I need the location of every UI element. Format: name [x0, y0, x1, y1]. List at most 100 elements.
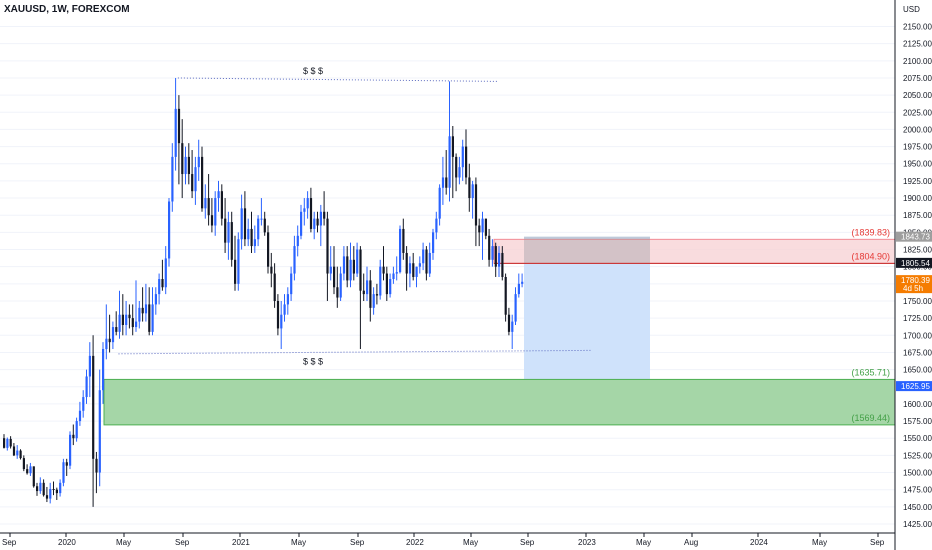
chart-title: XAUUSD, 1W, FOREXCOM — [4, 4, 130, 15]
candle-down — [187, 143, 190, 185]
y-tick-label: 2025.00 — [903, 108, 932, 117]
candle-down — [92, 335, 95, 507]
time-axis[interactable]: Sep 2020 May Sep 2021 May Sep 2022 May Sep 2023 May… — [2, 533, 885, 547]
candle-body — [32, 466, 35, 487]
candle-up — [418, 256, 421, 274]
candle-body — [125, 314, 128, 326]
candle-up — [303, 198, 306, 226]
candle-body — [395, 272, 398, 274]
candle-body — [148, 304, 151, 332]
candle-up — [171, 143, 174, 212]
x-tick-label: Sep — [520, 538, 535, 547]
candle-down — [270, 252, 273, 288]
candle-up — [461, 139, 464, 181]
candle-down — [131, 304, 134, 336]
y-tick-label: 1700.00 — [903, 331, 932, 340]
candle-body — [260, 218, 263, 220]
candle-body — [214, 198, 217, 226]
bottom-liquidity-line — [118, 349, 591, 355]
candle-body — [445, 177, 448, 188]
candle-body — [72, 434, 75, 439]
candle-body — [346, 256, 349, 281]
candle-body — [105, 338, 108, 350]
candle-body — [253, 239, 256, 247]
candle-up — [102, 342, 105, 404]
candle-body — [158, 279, 161, 295]
candles-layer — [3, 77, 524, 507]
candle-up — [306, 191, 309, 219]
candle-body — [276, 300, 280, 329]
candle-down — [3, 434, 6, 449]
candle-body — [227, 222, 230, 243]
candle-up — [366, 266, 369, 301]
candle-down — [405, 246, 408, 291]
candle-body — [448, 136, 451, 188]
candle-up — [158, 273, 161, 305]
candle-body — [333, 266, 336, 288]
candle-body — [412, 263, 415, 277]
candle-down — [141, 287, 144, 322]
tag-1843: 1843.73 — [896, 231, 932, 242]
y-tick-label: 1750.00 — [903, 297, 932, 306]
candle-up — [237, 232, 240, 291]
candle-down — [359, 246, 362, 350]
currency-label: USD — [903, 5, 920, 14]
candle-up — [471, 180, 474, 219]
candle-body — [194, 167, 197, 192]
candle-body — [171, 156, 174, 202]
candle-up — [481, 211, 484, 260]
candle-body — [507, 314, 511, 332]
candle-up — [290, 266, 293, 301]
candle-up — [491, 239, 494, 267]
candle-down — [326, 211, 329, 301]
y-tick-label: 1900.00 — [903, 194, 932, 203]
candle-up — [154, 287, 157, 315]
candle-body — [432, 232, 435, 253]
candle-body — [359, 249, 362, 291]
candle-body — [336, 287, 339, 298]
candle-up — [280, 300, 283, 350]
candle-up — [498, 246, 501, 277]
candle-body — [474, 184, 478, 226]
y-tick-label: 2125.00 — [903, 40, 932, 49]
candle-body — [296, 235, 299, 247]
candle-down — [484, 218, 487, 240]
buy-zone — [103, 378, 896, 426]
candle-body — [441, 177, 445, 188]
buy-zone-label-top: (1635.71) — [851, 367, 890, 377]
candle-body — [49, 489, 52, 499]
y-tick-label: 1600.00 — [903, 400, 932, 409]
x-tick-label: Sep — [350, 538, 365, 547]
candle-down — [22, 455, 25, 472]
candle-body — [111, 327, 115, 343]
candle-up — [286, 287, 289, 315]
candle-up — [253, 225, 256, 253]
price-tag-timer: 4d 5h — [903, 284, 923, 293]
candle-up — [432, 228, 435, 260]
candle-up — [458, 156, 461, 185]
x-tick-label: May — [463, 538, 478, 547]
candle-up — [283, 294, 286, 322]
candle-up — [49, 482, 52, 504]
buy-zone-label-bottom: (1569.44) — [851, 413, 890, 423]
candle-body — [267, 232, 270, 267]
candle-up — [313, 211, 316, 240]
candle-up — [240, 194, 243, 250]
candle-body — [204, 198, 207, 209]
x-tick-label: Sep — [870, 538, 885, 547]
y-tick-label: 1825.00 — [903, 246, 932, 255]
candle-down — [201, 146, 204, 212]
candle-up — [75, 417, 78, 442]
candle-down — [263, 211, 266, 236]
candle-body — [75, 421, 78, 439]
candle-body — [438, 187, 441, 219]
candle-body — [458, 167, 461, 178]
candle-body — [36, 486, 39, 492]
candle-down — [468, 163, 471, 212]
candle-up — [435, 211, 438, 240]
candle-up — [174, 77, 177, 171]
candle-body — [92, 355, 95, 459]
candle-body — [349, 259, 352, 281]
candle-up — [408, 256, 412, 288]
